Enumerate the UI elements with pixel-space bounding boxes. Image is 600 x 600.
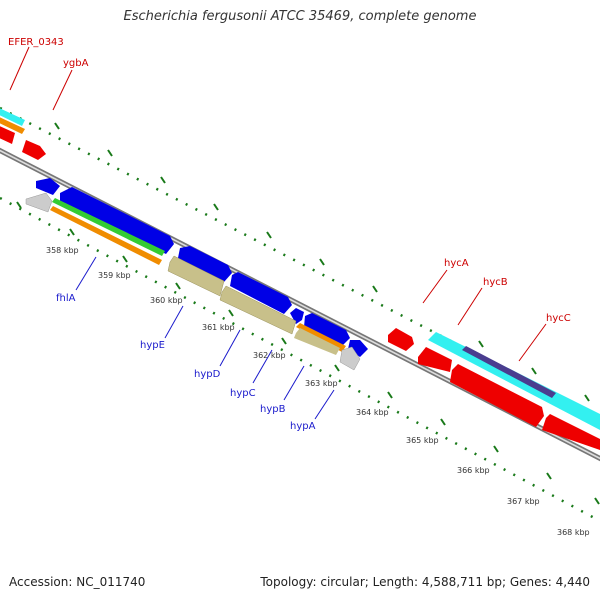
secondary-features — [25, 192, 361, 371]
orange-feature-fragment — [0, 117, 25, 134]
gene-label-hypB: hypB — [260, 404, 286, 415]
purple-feature-hycB — [462, 346, 556, 398]
blue-gene-hypE — [178, 246, 232, 282]
green-feature-fhlA — [52, 198, 165, 256]
tick-label: 360 kbp — [150, 296, 183, 305]
gene-labels-red: EFER_0343 ygbA hycA hycB hycC — [8, 37, 571, 324]
map-title: Escherichia fergusonii ATCC 35469, compl… — [123, 9, 477, 24]
red-gene-hycA — [418, 347, 452, 372]
blue-gene-hypB — [304, 313, 350, 346]
tick-label: 362 kbp — [253, 351, 286, 360]
tick-label: 359 kbp — [98, 271, 131, 280]
outer-major-ticks — [54, 122, 590, 402]
gene-label-hycA: hycA — [444, 258, 469, 269]
gene-label-hypC: hypC — [230, 388, 256, 399]
grey-feature-hypA — [339, 346, 361, 371]
gene-label-fhlA: fhlA — [56, 293, 76, 304]
gene-label-hypE: hypE — [140, 340, 165, 351]
red-gene-hycA-small — [388, 328, 414, 351]
gene-label-hycC: hycC — [546, 313, 571, 324]
blue-gene-fhlA — [60, 187, 174, 254]
top-left-features — [0, 108, 46, 160]
gene-label-ygbA: ygbA — [63, 58, 89, 69]
blue-gene-hypA — [348, 340, 368, 357]
inner-tick-ring — [0, 196, 600, 523]
cyan-feature-hyc — [428, 332, 600, 430]
orange-feature-fhlA — [50, 206, 162, 265]
gene-label-hypA: hypA — [290, 421, 316, 432]
tick-label: 368 kbp — [557, 528, 590, 537]
red-gene-fragment — [0, 126, 15, 144]
inner-major-ticks — [16, 201, 600, 505]
red-gene-hycC — [542, 414, 600, 450]
khaki-feature-hypE — [167, 255, 225, 297]
tick-label: 364 kbp — [356, 408, 389, 417]
forward-genes — [36, 178, 368, 357]
accession-text: Accession: NC_011740 — [9, 575, 146, 589]
tick-label: 358 kbp — [46, 246, 79, 255]
genome-backbone — [0, 147, 600, 462]
tick-labels: 358 kbp 359 kbp 360 kbp 361 kbp 362 kbp … — [46, 246, 590, 537]
tick-label: 367 kbp — [507, 497, 540, 506]
red-gene-hycB — [450, 364, 544, 427]
cyan-feature-fragment — [0, 108, 25, 126]
khaki-feature-hypD — [219, 285, 297, 335]
gene-labels-blue: fhlA hypE hypD hypC hypB hypA — [56, 293, 316, 432]
red-gene-ygbA — [22, 140, 46, 160]
genome-summary-text: Topology: circular; Length: 4,588,711 bp… — [260, 575, 590, 589]
grey-feature-1 — [25, 192, 53, 213]
gene-label-hypD: hypD — [194, 369, 221, 380]
tick-label: 361 kbp — [202, 323, 235, 332]
blue-gene-hypD — [230, 272, 292, 314]
tick-label: 366 kbp — [457, 466, 490, 475]
gene-label-hycB: hycB — [483, 277, 508, 288]
gene-label-EFER_0343: EFER_0343 — [8, 37, 64, 48]
khaki-feature-hypB — [294, 328, 340, 355]
blue-gene-hypC — [290, 308, 304, 324]
hyc-features — [388, 328, 600, 450]
tick-label: 365 kbp — [406, 436, 439, 445]
label-leaders — [9, 46, 547, 420]
blue-gene-1 — [36, 178, 60, 195]
tick-label: 363 kbp — [305, 379, 338, 388]
